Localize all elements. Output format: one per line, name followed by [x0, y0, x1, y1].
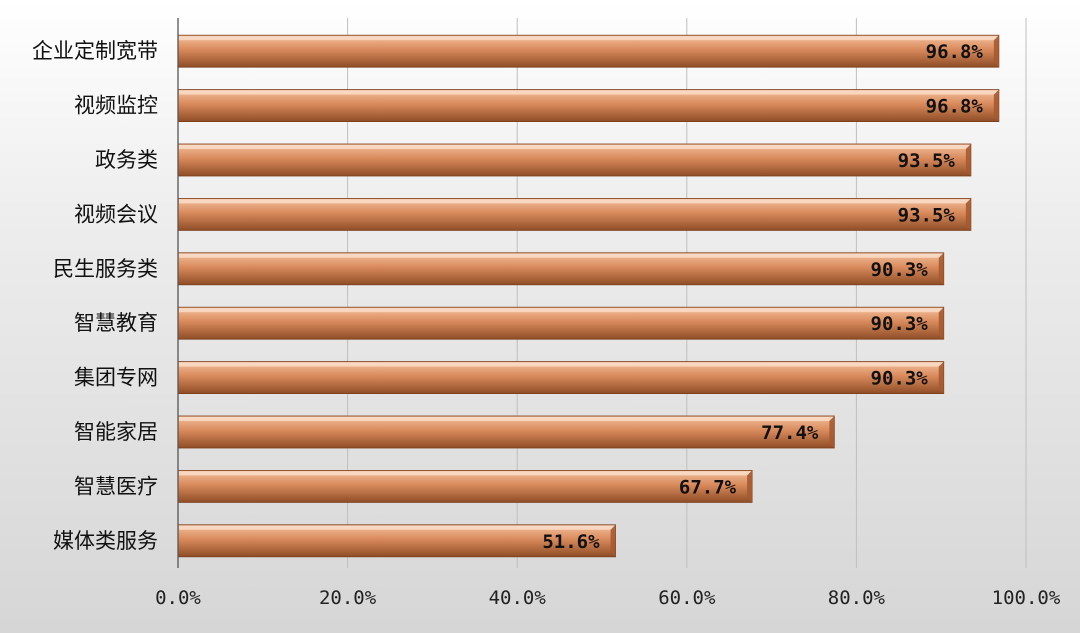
bar [177, 524, 616, 558]
data-label: 51.6% [542, 531, 600, 553]
category-label: 视频监控 [74, 94, 158, 118]
category-label: 智能家居 [74, 420, 158, 444]
x-tick-label: 60.0% [658, 587, 716, 609]
data-label: 93.5% [898, 204, 956, 226]
bar-end-cap [993, 89, 999, 122]
category-label: 集团专网 [74, 366, 158, 390]
data-label: 93.5% [898, 150, 956, 172]
bar-end-cap [993, 35, 999, 68]
bar-highlight [179, 362, 943, 367]
bar-group [177, 252, 945, 286]
data-label: 96.8% [926, 41, 984, 63]
bar-end-cap [965, 198, 971, 231]
bar-end-cap [747, 470, 753, 503]
data-label: 77.4% [761, 422, 819, 444]
bar-highlight [179, 36, 998, 41]
category-label: 智慧医疗 [74, 474, 158, 498]
bar-highlight [179, 308, 943, 313]
bar-group [177, 306, 945, 340]
data-label: 67.7% [679, 476, 737, 498]
x-tick-label: 40.0% [489, 587, 547, 609]
category-label: 视频会议 [74, 202, 158, 226]
bar-end-cap [965, 144, 971, 176]
category-label: 企业定制宽带 [32, 39, 158, 63]
label-layer: 0.0% 20.0% 40.0% 60.0% 80.0% 100.0% 96.8% 企业定制宽… [32, 39, 1061, 609]
bar-layer [177, 34, 1000, 558]
category-label: 媒体类服务 [53, 529, 158, 553]
x-tick-label: 0.0% [155, 587, 201, 609]
category-label: 民生服务类 [53, 257, 158, 281]
bar-highlight [179, 253, 943, 258]
bar-group [177, 524, 616, 558]
bar-group [177, 469, 753, 503]
bar [177, 34, 1000, 68]
bar-group [177, 415, 835, 449]
bar [177, 361, 945, 395]
bar-group [177, 143, 972, 177]
bar-end-cap [610, 524, 616, 557]
bar-highlight [179, 145, 970, 149]
bar-highlight [179, 471, 752, 476]
bar-highlight [179, 90, 998, 95]
bar [177, 143, 972, 177]
bar-group [177, 89, 1000, 122]
category-label: 政务类 [95, 148, 158, 172]
x-tick-label: 100.0% [992, 587, 1061, 609]
bar-end-cap [938, 361, 944, 394]
bar-end-cap [829, 416, 835, 448]
bar-group [177, 34, 1000, 68]
bar [177, 306, 945, 340]
bar [177, 469, 753, 503]
category-label: 智慧教育 [74, 311, 158, 335]
bar [177, 197, 972, 231]
bar-end-cap [938, 252, 944, 285]
data-label: 90.3% [871, 259, 929, 281]
bar-group [177, 361, 945, 395]
bar-highlight [179, 525, 615, 530]
x-tick-label: 80.0% [828, 587, 886, 609]
data-label: 96.8% [926, 96, 984, 118]
bar-end-cap [938, 307, 944, 340]
bar-group [177, 197, 972, 231]
data-label: 90.3% [871, 313, 929, 335]
x-tick-label: 20.0% [319, 587, 377, 609]
data-label: 90.3% [871, 368, 929, 390]
bar-highlight [179, 417, 834, 421]
bar-highlight [179, 199, 970, 204]
bar [177, 252, 945, 286]
